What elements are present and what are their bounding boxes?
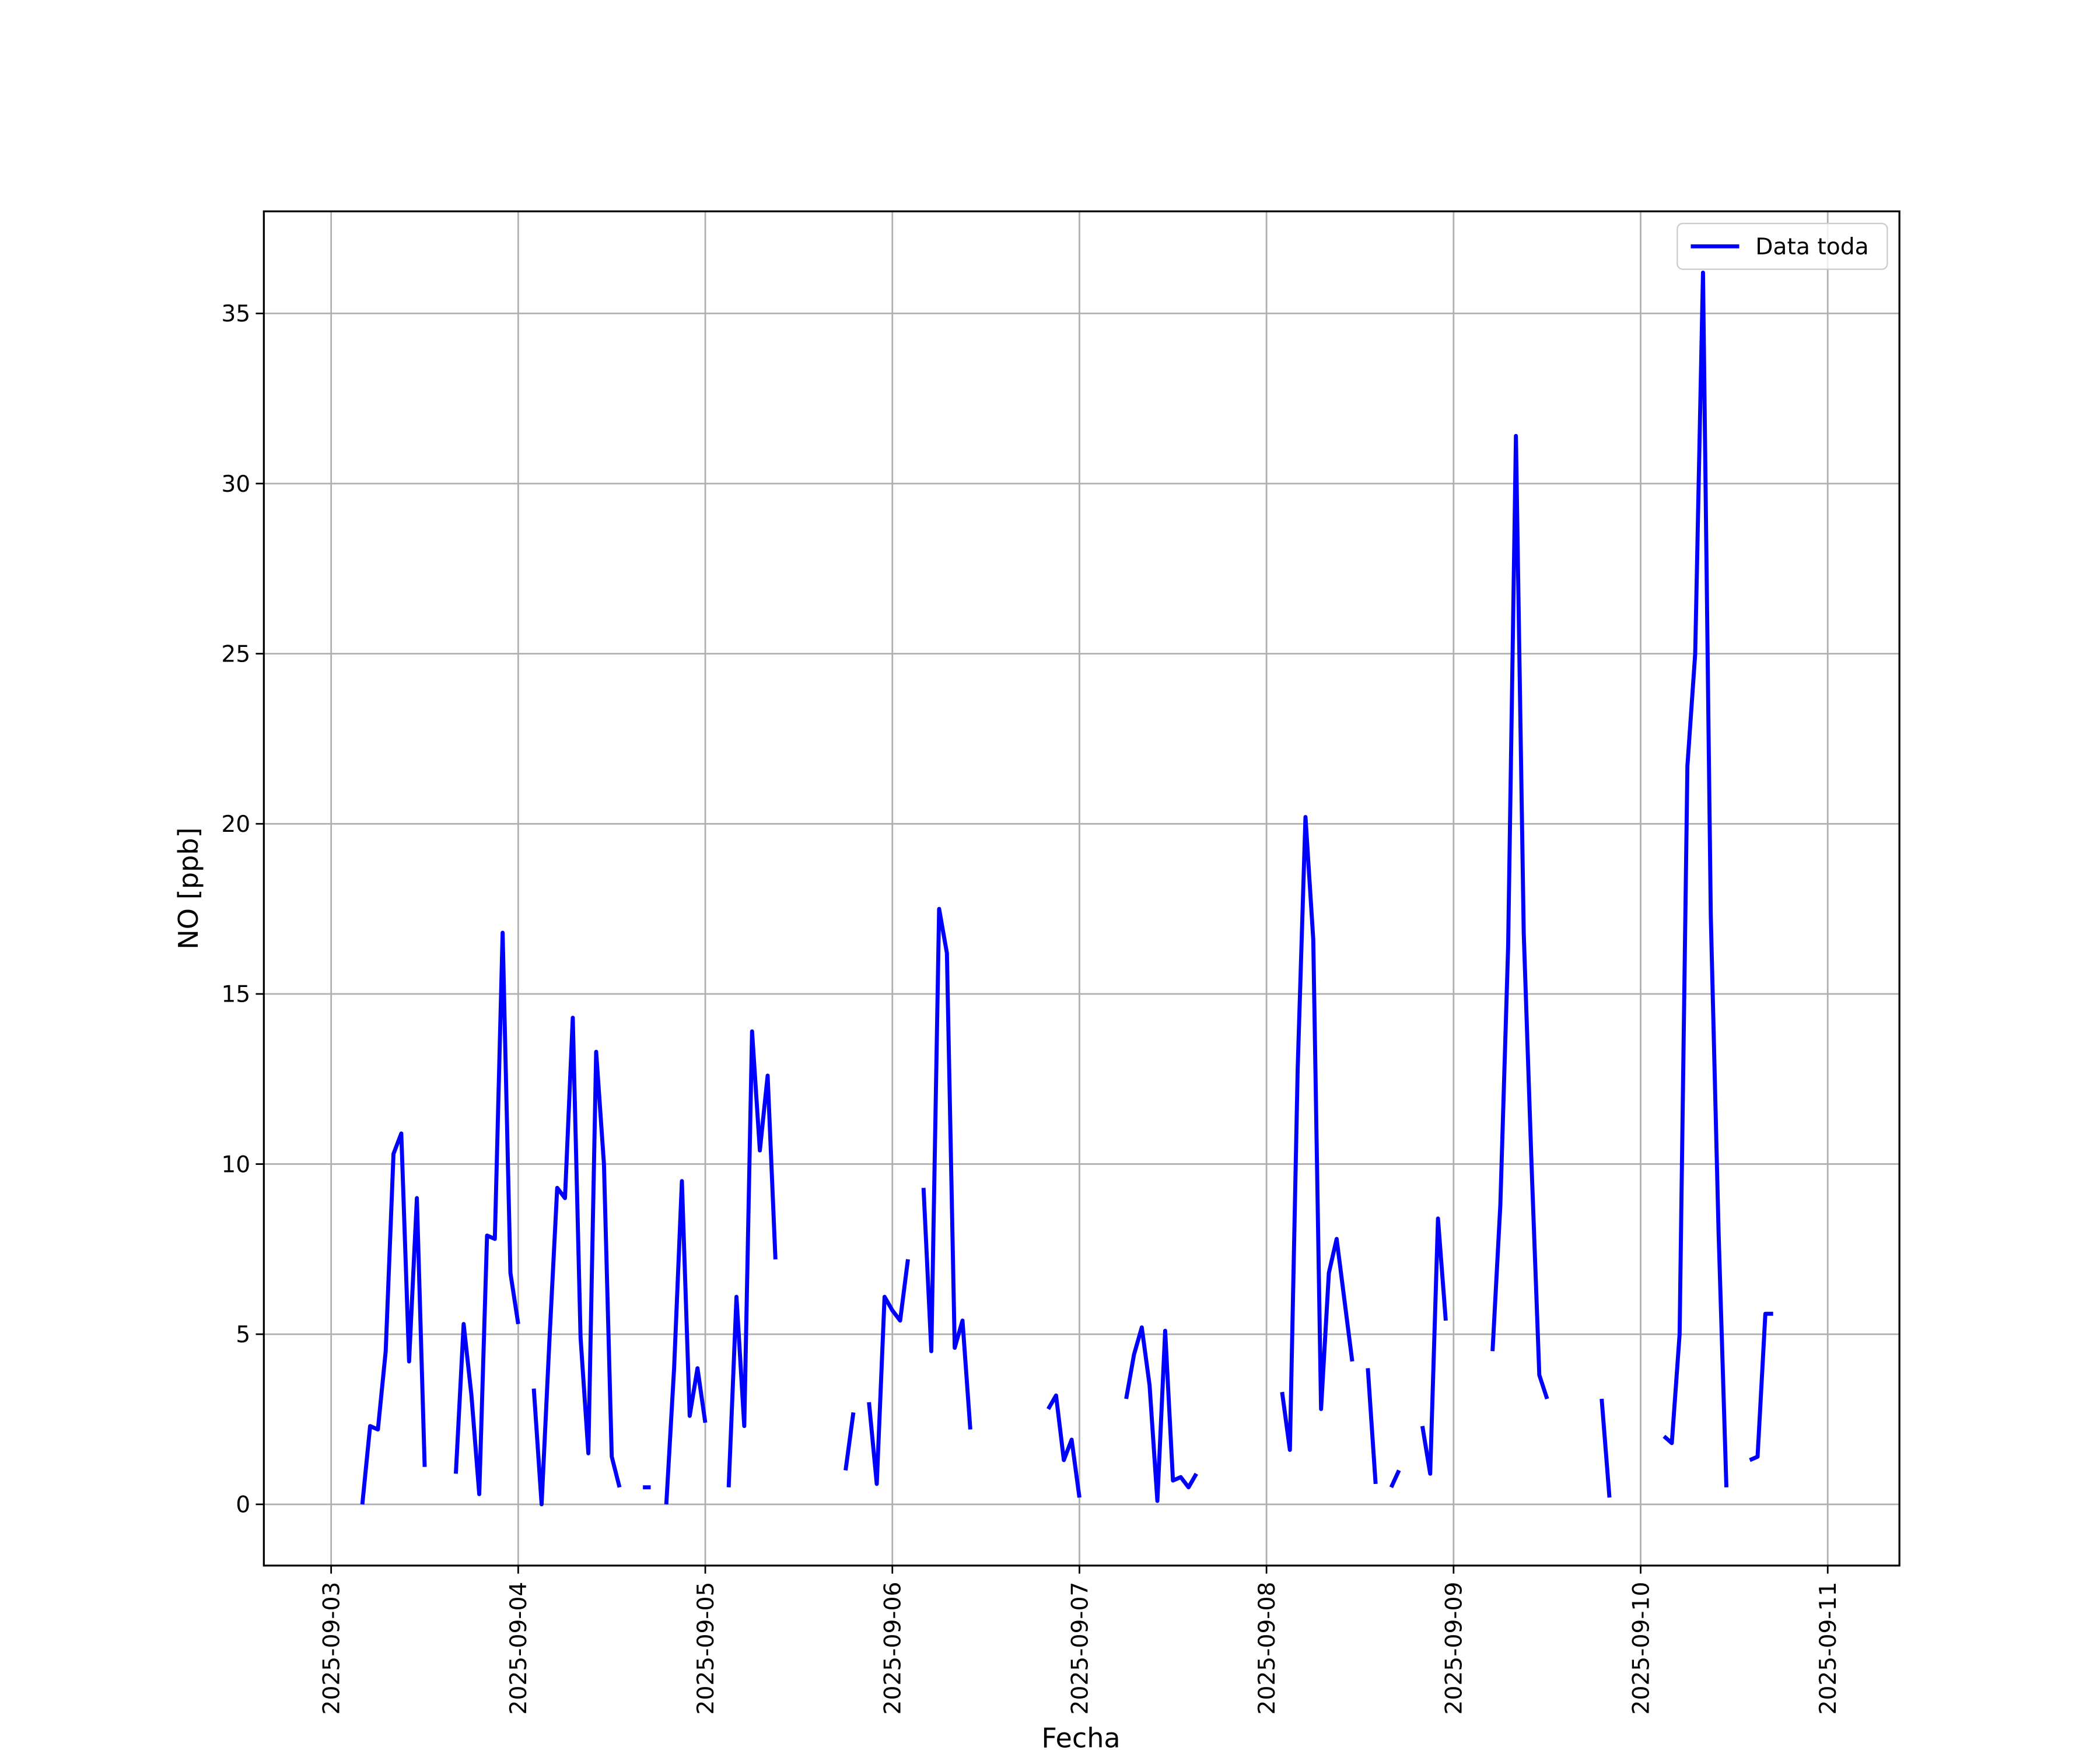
legend: Data toda	[1676, 222, 1888, 270]
x-tick-label: 2025-09-03	[319, 1582, 345, 1715]
plot-frame	[262, 210, 1901, 1567]
x-tick-label: 2025-09-05	[693, 1582, 719, 1715]
y-tick-label: 20	[221, 811, 250, 838]
y-tick-label: 35	[221, 301, 250, 327]
y-tick-label: 0	[236, 1492, 250, 1518]
x-axis-label: Fecha	[1041, 1722, 1120, 1750]
x-tick-label: 2025-09-08	[1254, 1582, 1280, 1715]
x-tick-label: 2025-09-09	[1441, 1582, 1468, 1715]
legend-label: Data toda	[1755, 234, 1868, 260]
y-tick-label: 5	[236, 1322, 250, 1348]
y-tick-label: 30	[221, 471, 250, 498]
x-tick-label: 2025-09-11	[1815, 1582, 1842, 1715]
y-tick-label: 25	[221, 641, 250, 667]
x-tick-label: 2025-09-10	[1628, 1582, 1654, 1715]
y-tick-label: 10	[221, 1152, 250, 1178]
x-tick-label: 2025-09-04	[506, 1582, 532, 1715]
legend-box	[1676, 222, 1888, 270]
x-tick-label: 2025-09-07	[1067, 1582, 1093, 1715]
y-tick-label: 15	[221, 982, 250, 1008]
y-axis-label: NO [ppb]	[173, 827, 204, 949]
x-tick-label: 2025-09-06	[880, 1582, 907, 1715]
data-line	[360, 270, 1773, 1507]
